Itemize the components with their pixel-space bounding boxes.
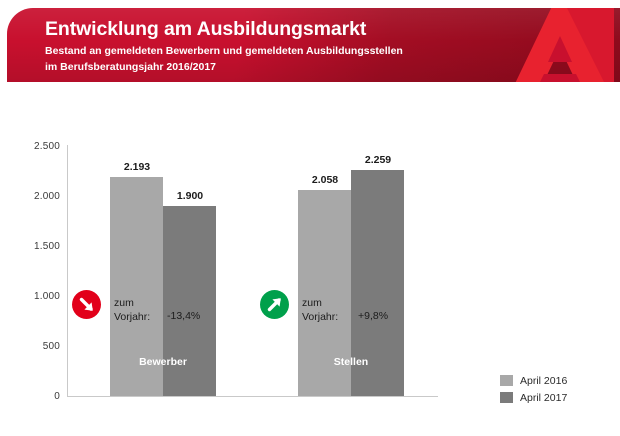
category-label-stellen: Stellen [333, 356, 369, 368]
y-tick-0: 0 [54, 391, 60, 402]
legend-label-april-2017: April 2017 [520, 391, 568, 404]
page-title: Entwicklung am Ausbildungsmarkt [45, 18, 367, 40]
y-tick-1000: 1.000 [33, 291, 60, 302]
bar-bewerber-april-2016[interactable] [110, 177, 163, 396]
legend-swatch-april-2017 [500, 392, 513, 403]
arrow-down-right-icon [72, 290, 101, 319]
bar-value-bewerber-2016: 2.193 [123, 161, 151, 173]
legend-label-april-2016: April 2016 [520, 374, 568, 387]
arrow-up-right-icon [260, 290, 289, 319]
annotation-prefix-stellen: zum Vorjahr: [302, 297, 339, 323]
annotation-prefix-bewerber: zum Vorjahr: [114, 297, 151, 323]
annotation-change-stellen: +9,8% [358, 310, 389, 322]
bar-value-stellen-2016: 2.058 [311, 174, 339, 186]
y-tick-1500: 1.500 [33, 241, 60, 252]
x-axis-line [67, 396, 438, 397]
header-subtitle-line1: Bestand an gemeldeten Bewerbern und geme… [45, 45, 403, 57]
annotation-change-bewerber: -13,4% [167, 310, 201, 322]
chart-legend: April 2016 April 2017 [500, 372, 610, 406]
header-subtitle-line2: im Berufsberatungsjahr 2016/2017 [45, 61, 216, 73]
y-tick-2000: 2.000 [33, 191, 60, 202]
y-tick-500: 500 [42, 341, 60, 352]
ba-arrow-logo [504, 8, 614, 82]
bar-stellen-april-2016[interactable] [298, 190, 351, 396]
bar-value-stellen-2017: 2.259 [364, 154, 392, 166]
category-label-bewerber: Bewerber [139, 356, 187, 368]
legend-swatch-april-2016 [500, 375, 513, 386]
bar-value-bewerber-2017: 1.900 [176, 190, 204, 202]
y-tick-2500: 2.500 [33, 141, 60, 152]
bar-stellen-april-2017[interactable] [351, 170, 404, 396]
legend-item-april-2016[interactable]: April 2016 [500, 372, 610, 389]
y-axis-line [67, 145, 68, 396]
legend-item-april-2017[interactable]: April 2017 [500, 389, 610, 406]
bar-bewerber-april-2017[interactable] [163, 206, 216, 396]
